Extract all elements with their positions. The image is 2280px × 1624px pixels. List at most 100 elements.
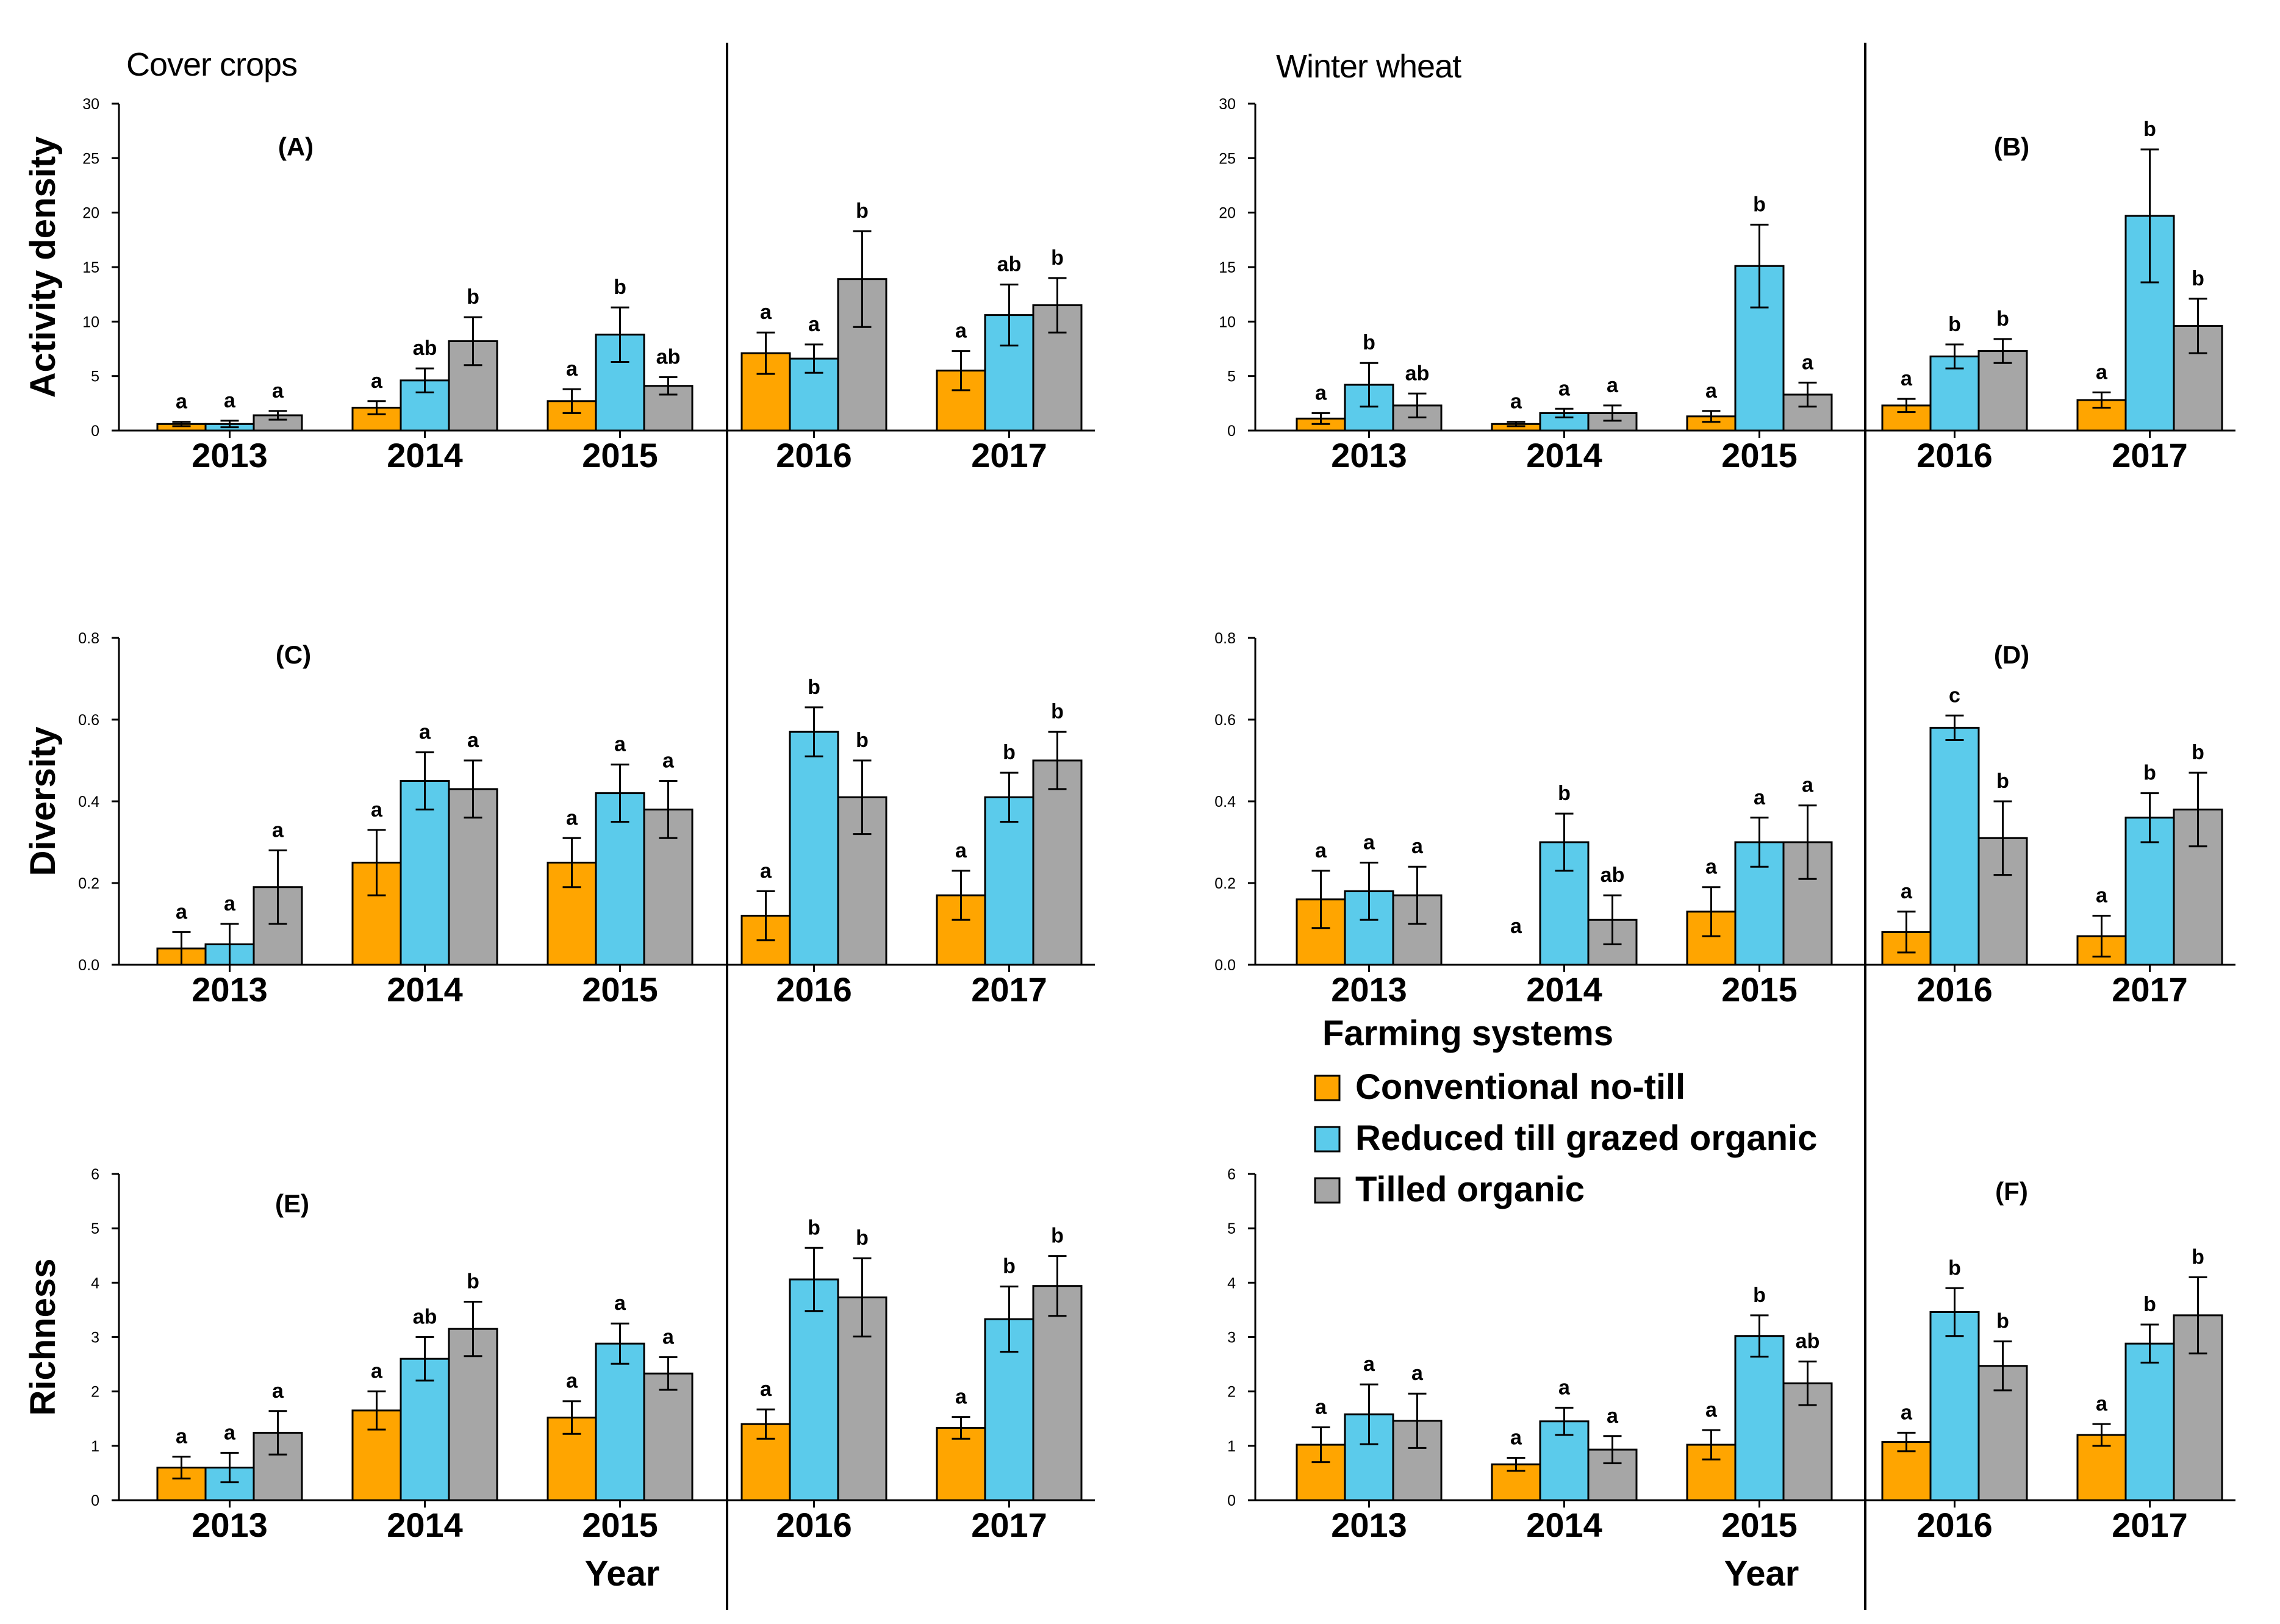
y-tick-label-e: 1 xyxy=(91,1438,99,1455)
significance-letter-e-tilled-organic: a xyxy=(272,1379,284,1403)
significance-letter-e-reduced-till-grazed-organic: a xyxy=(614,1292,626,1315)
bar-f-reduced-till-grazed-organic xyxy=(1734,1335,1785,1501)
section-title-winter-wheat: Winter wheat xyxy=(1276,48,1461,85)
x-tick-label-f: 2017 xyxy=(2112,1506,2188,1544)
x-tick-label-c: 2014 xyxy=(387,970,463,1009)
significance-letter-b-tilled-organic: b xyxy=(2192,267,2204,290)
x-tick-label-e: 2017 xyxy=(971,1506,1047,1544)
y-tick-label-c: 0.4 xyxy=(78,793,99,810)
bar-e-tilled-organic xyxy=(1032,1285,1083,1501)
y-tick-label-e: 3 xyxy=(91,1329,99,1347)
section-title-cover-crops: Cover crops xyxy=(126,46,297,83)
panel-label-a: (A) xyxy=(278,132,314,161)
y-tick-label-b: 20 xyxy=(1219,205,1236,222)
significance-letter-f-reduced-till-grazed-organic: b xyxy=(1948,1256,1961,1279)
y-tick-label-c: 0.8 xyxy=(78,630,99,647)
y-tick-label-b: 0 xyxy=(1227,423,1236,440)
bar-f-reduced-till-grazed-organic xyxy=(1539,1420,1590,1501)
significance-letter-b-conventional-no-till: a xyxy=(2096,360,2108,384)
x-tick-label-d: 2014 xyxy=(1526,970,1602,1009)
x-tick-label-b: 2016 xyxy=(1916,436,1993,474)
significance-letter-c-conventional-no-till: a xyxy=(176,900,188,923)
significance-letter-f-conventional-no-till: a xyxy=(1510,1426,1522,1449)
bar-c-reduced-till-grazed-organic xyxy=(984,796,1034,966)
significance-letter-d-reduced-till-grazed-organic: b xyxy=(1558,782,1571,805)
x-tick-label-a: 2017 xyxy=(971,436,1047,474)
y-tick-label-a: 20 xyxy=(82,205,99,222)
y-tick-label-f: 2 xyxy=(1227,1384,1236,1401)
significance-letter-a-conventional-no-till: a xyxy=(176,390,188,413)
significance-letter-d-tilled-organic: ab xyxy=(1601,864,1625,887)
bar-f-reduced-till-grazed-organic xyxy=(2124,1342,2175,1501)
y-tick-label-b: 25 xyxy=(1219,150,1236,167)
significance-letter-d-tilled-organic: b xyxy=(1996,770,2009,793)
y-tick-label-c: 0.2 xyxy=(78,875,99,892)
significance-letter-d-conventional-no-till: a xyxy=(2096,884,2108,907)
significance-letter-c-reduced-till-grazed-organic: b xyxy=(1003,741,1016,764)
legend-swatch-tilled-organic xyxy=(1314,1177,1341,1204)
significance-letter-d-conventional-no-till: a xyxy=(1705,856,1718,879)
y-tick-label-a: 30 xyxy=(82,96,99,113)
significance-letter-b-conventional-no-till: a xyxy=(1705,379,1718,402)
x-tick-label-c: 2016 xyxy=(776,970,852,1009)
significance-letter-a-conventional-no-till: a xyxy=(566,357,578,381)
y-tick-label-f: 5 xyxy=(1227,1220,1236,1237)
significance-letter-c-conventional-no-till: a xyxy=(371,798,383,821)
x-tick-label-c: 2017 xyxy=(971,970,1047,1009)
bar-e-conventional-no-till xyxy=(936,1426,986,1501)
y-tick-label-e: 6 xyxy=(91,1166,99,1183)
y-tick-label-a: 10 xyxy=(82,313,99,331)
significance-letter-f-tilled-organic: b xyxy=(1996,1310,2009,1333)
x-tick-label-b: 2015 xyxy=(1721,436,1798,474)
significance-letter-b-reduced-till-grazed-organic: b xyxy=(1753,193,1766,216)
x-tick-label-a: 2015 xyxy=(582,436,658,474)
significance-letter-f-tilled-organic: b xyxy=(2192,1245,2204,1268)
significance-letter-e-tilled-organic: a xyxy=(662,1325,675,1348)
significance-letter-e-conventional-no-till: a xyxy=(371,1360,383,1383)
significance-letter-e-conventional-no-till: a xyxy=(176,1425,188,1448)
panel-c: 0.0 0.2 0.4 0.6 0.8 2013 2014 2015 2016 2017 a a a a a… xyxy=(23,630,1095,1009)
significance-letter-f-reduced-till-grazed-organic: b xyxy=(2143,1293,2156,1316)
bar-a-reduced-till-grazed-organic xyxy=(789,357,839,432)
y-tick-label-d: 0.0 xyxy=(1214,957,1236,974)
significance-letter-a-tilled-organic: a xyxy=(272,379,284,402)
legend-label-conventional-no-till: Conventional no-till xyxy=(1355,1067,1685,1107)
bar-e-tilled-organic xyxy=(448,1328,498,1501)
y-tick-label-f: 4 xyxy=(1227,1275,1236,1292)
significance-letter-e-reduced-till-grazed-organic: a xyxy=(224,1421,236,1444)
y-tick-label-d: 0.6 xyxy=(1214,712,1236,729)
y-tick-label-b: 30 xyxy=(1219,96,1236,113)
significance-letter-c-tilled-organic: a xyxy=(272,818,284,842)
significance-letter-b-conventional-no-till: a xyxy=(1510,390,1522,413)
significance-letter-f-tilled-organic: a xyxy=(1411,1362,1424,1385)
y-tick-label-d: 0.2 xyxy=(1214,875,1236,892)
significance-letter-e-conventional-no-till: a xyxy=(955,1386,967,1409)
significance-letter-c-reduced-till-grazed-organic: a xyxy=(224,892,236,915)
x-axis-label-right: Year xyxy=(1724,1554,1799,1594)
y-tick-label-f: 3 xyxy=(1227,1329,1236,1347)
significance-letter-e-reduced-till-grazed-organic: b xyxy=(808,1216,820,1239)
significance-letter-a-reduced-till-grazed-organic: b xyxy=(614,276,626,299)
x-tick-label-f: 2015 xyxy=(1721,1506,1798,1544)
significance-letter-f-tilled-organic: a xyxy=(1607,1404,1619,1428)
bar-f-conventional-no-till xyxy=(1491,1463,1541,1501)
legend-label-reduced-till-grazed-organic: Reduced till grazed organic xyxy=(1355,1118,1817,1158)
significance-letter-a-tilled-organic: ab xyxy=(656,345,681,368)
x-tick-label-d: 2016 xyxy=(1916,970,1993,1009)
y-tick-label-f: 0 xyxy=(1227,1492,1236,1509)
y-tick-label-e: 4 xyxy=(91,1275,99,1292)
y-tick-label-e: 0 xyxy=(91,1492,99,1509)
significance-letter-f-conventional-no-till: a xyxy=(1315,1396,1327,1419)
legend-swatch-conventional-no-till xyxy=(1314,1075,1341,1101)
bar-e-reduced-till-grazed-organic xyxy=(595,1342,645,1501)
y-tick-label-a: 0 xyxy=(91,423,99,440)
x-tick-label-b: 2014 xyxy=(1526,436,1602,474)
significance-letter-d-reduced-till-grazed-organic: a xyxy=(1363,831,1375,854)
significance-letter-d-tilled-organic: a xyxy=(1802,774,1814,797)
y-tick-label-d: 0.8 xyxy=(1214,630,1236,647)
x-tick-label-e: 2013 xyxy=(192,1506,268,1544)
